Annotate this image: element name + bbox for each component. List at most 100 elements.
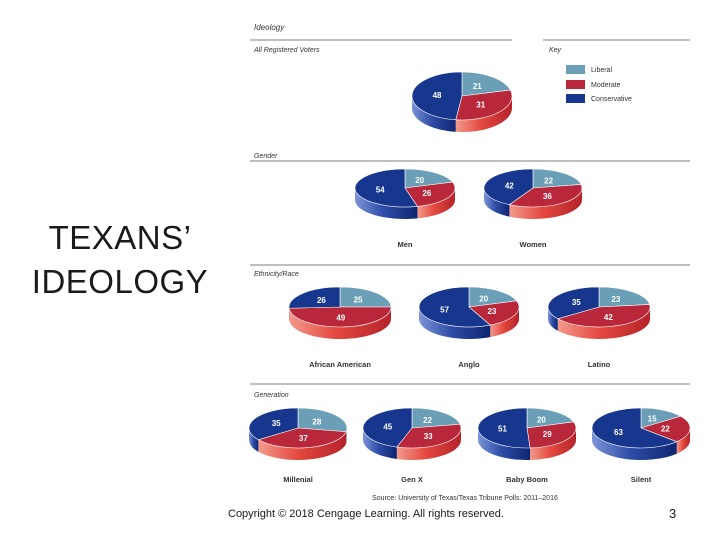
pie-side-african-american-moderate bbox=[289, 307, 391, 340]
slide-title: TEXANS’ IDEOLOGY bbox=[31, 219, 209, 300]
pie-slice-millenial-conservative bbox=[248, 407, 299, 441]
pie-value-african-american-liberal: 25 bbox=[354, 296, 363, 305]
pie-slice-african-american-moderate bbox=[288, 306, 392, 328]
pie-label-silent: Silent bbox=[631, 475, 652, 484]
pie-value-women-liberal: 22 bbox=[544, 176, 553, 185]
pie-slice-men-conservative bbox=[354, 168, 418, 208]
pie-side-latino-conservative bbox=[548, 307, 558, 331]
pie-value-baby-boom-moderate: 29 bbox=[543, 430, 552, 439]
pie-value-millenial-conservative: 35 bbox=[272, 419, 281, 428]
section-label-ethnicity: Ethnicity/Race bbox=[254, 271, 299, 278]
pie-side-gen-x-conservative bbox=[363, 428, 397, 460]
pie-side-gen-x-moderate bbox=[396, 428, 461, 461]
pie-slice-gen-x-liberal bbox=[411, 407, 461, 429]
pie-side-latino-moderate bbox=[557, 307, 650, 339]
section-label-all-voters: All Registered Voters bbox=[253, 47, 320, 54]
pie-slice-latino-conservative bbox=[547, 286, 600, 320]
legend-label-liberal: Liberal bbox=[591, 67, 612, 74]
pie-slice-latino-moderate bbox=[556, 304, 651, 328]
pie-label-anglo: Anglo bbox=[458, 360, 480, 369]
pie-value-women-conservative: 42 bbox=[505, 182, 514, 191]
pie-side-women-moderate bbox=[509, 188, 582, 220]
legend-swatch-moderate bbox=[566, 80, 585, 89]
pie-value-african-american-moderate: 49 bbox=[336, 313, 345, 322]
pie-slice-latino-liberal bbox=[598, 286, 651, 308]
pie-side-all-registered-voters-conservative bbox=[412, 96, 456, 132]
pie-value-baby-boom-conservative: 51 bbox=[498, 424, 507, 433]
pie-value-gen-x-liberal: 22 bbox=[423, 416, 432, 425]
pie-value-all-registered-voters-moderate: 31 bbox=[476, 100, 485, 109]
pie-value-millenial-moderate: 37 bbox=[299, 434, 308, 443]
pie-value-silent-moderate: 22 bbox=[661, 425, 670, 434]
pie-slice-silent-conservative bbox=[591, 407, 678, 449]
key-label: Key bbox=[549, 47, 562, 54]
pie-label-african-american: African American bbox=[309, 360, 371, 369]
copyright-footer: Copyright © 2018 Cengage Learning. All r… bbox=[228, 508, 504, 520]
pie-value-latino-moderate: 42 bbox=[604, 313, 613, 322]
pie-value-millenial-liberal: 28 bbox=[312, 417, 321, 426]
pie-value-silent-liberal: 15 bbox=[648, 415, 657, 424]
pie-label-gen-x: Gen X bbox=[401, 475, 423, 484]
figure-heading: Ideology bbox=[254, 23, 285, 32]
pie-slice-baby-boom-moderate bbox=[526, 421, 577, 449]
pie-value-all-registered-voters-liberal: 21 bbox=[473, 82, 482, 91]
pie-value-gen-x-moderate: 33 bbox=[424, 432, 433, 441]
pie-value-anglo-conservative: 57 bbox=[440, 305, 449, 314]
pie-slice-anglo-conservative bbox=[418, 286, 491, 328]
pie-slice-women-conservative bbox=[483, 168, 534, 205]
pie-label-baby-boom: Baby Boom bbox=[506, 475, 548, 484]
pie-value-african-american-conservative: 26 bbox=[317, 296, 326, 305]
pie-side-anglo-moderate bbox=[490, 307, 519, 338]
pie-value-women-moderate: 36 bbox=[543, 192, 552, 201]
pie-slice-all-registered-voters-liberal bbox=[461, 71, 511, 97]
pie-slice-african-american-conservative bbox=[288, 286, 341, 309]
pie-side-baby-boom-moderate bbox=[530, 428, 576, 460]
pie-side-silent-conservative bbox=[592, 428, 677, 461]
pie-slice-women-moderate bbox=[508, 184, 583, 208]
pie-value-latino-liberal: 23 bbox=[611, 295, 620, 304]
legend-label-conservative: Conservative bbox=[591, 96, 632, 103]
pie-value-men-liberal: 20 bbox=[415, 176, 424, 185]
pie-slice-men-moderate bbox=[404, 181, 456, 207]
pie-side-millenial-moderate bbox=[258, 431, 347, 461]
pie-slice-gen-x-moderate bbox=[396, 423, 462, 449]
pie-slice-men-liberal bbox=[404, 168, 454, 189]
pie-value-silent-conservative: 63 bbox=[614, 428, 623, 437]
pie-value-men-conservative: 54 bbox=[376, 185, 385, 194]
pie-slice-millenial-moderate bbox=[257, 427, 347, 449]
pie-charts-group: 21 31 48 20 26 54 Men 22 36 42 Women 25 49 26 African … bbox=[248, 71, 691, 484]
section-label-generation: Generation bbox=[254, 392, 289, 399]
pie-value-latino-conservative: 35 bbox=[572, 298, 581, 307]
pie-slice-all-registered-voters-conservative bbox=[411, 71, 463, 121]
pie-value-anglo-liberal: 20 bbox=[479, 295, 488, 304]
legend-swatch-conservative bbox=[566, 94, 585, 103]
legend-swatch-liberal bbox=[566, 65, 585, 74]
pie-value-anglo-moderate: 23 bbox=[487, 307, 496, 316]
pie-value-gen-x-conservative: 45 bbox=[383, 422, 392, 431]
pie-label-millenial: Millenial bbox=[283, 475, 313, 484]
pie-side-all-registered-voters-moderate bbox=[455, 96, 512, 133]
pie-value-men-moderate: 26 bbox=[422, 189, 431, 198]
pie-slice-gen-x-conservative bbox=[362, 407, 413, 448]
pie-slice-baby-boom-liberal bbox=[526, 407, 575, 429]
pie-label-men: Men bbox=[398, 240, 413, 249]
pie-side-baby-boom-conservative bbox=[478, 428, 531, 460]
slide-number: 3 bbox=[669, 506, 677, 521]
section-label-gender: Gender bbox=[254, 153, 278, 160]
pie-value-all-registered-voters-conservative: 48 bbox=[433, 91, 442, 100]
pie-slice-baby-boom-conservative bbox=[477, 407, 531, 449]
pie-side-women-conservative bbox=[484, 188, 510, 217]
pie-slice-silent-moderate bbox=[640, 415, 691, 443]
pie-slice-all-registered-voters-moderate bbox=[455, 89, 513, 121]
pie-slice-millenial-liberal bbox=[297, 407, 348, 433]
pie-slice-african-american-liberal bbox=[339, 286, 392, 308]
pie-slice-anglo-liberal bbox=[468, 286, 518, 308]
source-note: Source: University of Texas/Texas Tribun… bbox=[372, 495, 558, 502]
pie-label-latino: Latino bbox=[588, 360, 611, 369]
pie-side-anglo-conservative bbox=[419, 307, 491, 339]
pie-label-women: Women bbox=[520, 240, 547, 249]
pie-value-baby-boom-liberal: 20 bbox=[537, 416, 546, 425]
pie-side-millenial-conservative bbox=[249, 428, 259, 452]
pie-side-silent-moderate bbox=[676, 428, 690, 454]
